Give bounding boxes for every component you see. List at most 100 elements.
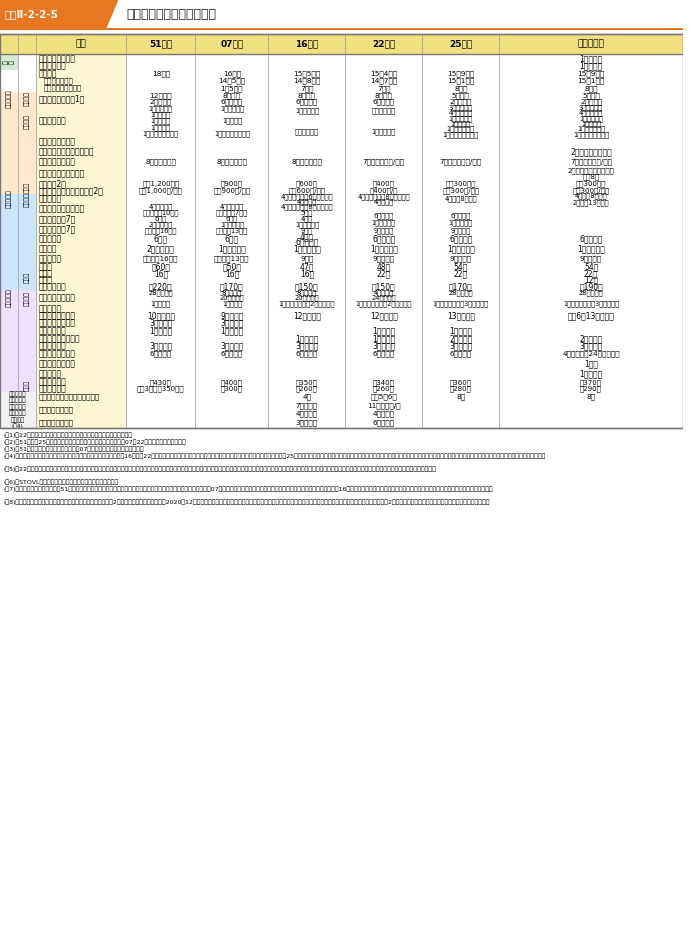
Text: 海上輸送部隊: 海上輸送部隊 xyxy=(39,61,66,70)
Bar xyxy=(195,418,268,428)
Text: （約300門/両）: （約300門/両） xyxy=(572,187,610,194)
Text: 共
通: 共 通 xyxy=(3,60,15,64)
Text: 攻撃戦闘機部隊: 攻撃戦闘機部隊 xyxy=(39,311,75,321)
Text: 6個隊: 6個隊 xyxy=(226,215,238,222)
Text: 地対艦誘導弾部隊: 地対艦誘導弾部隊 xyxy=(39,137,75,147)
Text: 6個潜水隊: 6個潜水隊 xyxy=(449,234,473,244)
Text: 約300機: 約300機 xyxy=(221,386,243,392)
Bar xyxy=(345,359,422,369)
Bar xyxy=(268,194,345,204)
Bar xyxy=(127,254,195,264)
Text: 1万5千人: 1万5千人 xyxy=(221,85,243,91)
Text: 4隻: 4隻 xyxy=(302,393,311,400)
Bar xyxy=(422,147,500,157)
Text: （陸上）13個隊: （陸上）13個隊 xyxy=(214,256,250,263)
Bar xyxy=(35,70,127,92)
Bar xyxy=(127,147,195,157)
Bar xyxy=(127,336,195,349)
Bar xyxy=(127,359,195,369)
Bar xyxy=(0,290,18,306)
Text: 14万7千人: 14万7千人 xyxy=(370,78,397,85)
Bar xyxy=(195,234,268,244)
Bar xyxy=(0,0,683,28)
Text: 戦車（注2）: 戦車（注2） xyxy=(39,179,66,188)
Text: （約300門/両）: （約300門/両） xyxy=(442,187,480,194)
Text: 3個飛行隊: 3個飛行隊 xyxy=(220,342,244,350)
Text: 約170機: 約170機 xyxy=(220,282,244,292)
Bar xyxy=(0,306,18,326)
Bar xyxy=(0,34,683,428)
Text: 2個掃海隊群: 2個掃海隊群 xyxy=(149,222,173,229)
Text: 陸上自衛隊: 陸上自衛隊 xyxy=(6,89,12,108)
Text: 4個護衛隊: 4個護衛隊 xyxy=(374,199,394,205)
Bar xyxy=(500,326,683,336)
Bar xyxy=(422,349,500,359)
Text: 1個掃海隊群: 1個掃海隊群 xyxy=(448,219,473,226)
Bar xyxy=(127,369,195,379)
Bar xyxy=(422,244,500,254)
Text: 4個警戒群: 4個警戒群 xyxy=(374,290,394,296)
Bar xyxy=(0,359,18,369)
Text: 6個潜水隊: 6個潜水隊 xyxy=(579,234,603,244)
Bar xyxy=(422,379,500,392)
Bar xyxy=(422,34,500,54)
Text: 約340機: 約340機 xyxy=(373,379,394,386)
Bar xyxy=(195,92,268,105)
Bar xyxy=(0,147,18,157)
Bar xyxy=(195,244,268,254)
Bar xyxy=(500,264,683,290)
Bar xyxy=(35,234,127,244)
Bar xyxy=(500,359,683,369)
Bar xyxy=(268,234,345,244)
Text: 8千人: 8千人 xyxy=(454,85,468,91)
Bar xyxy=(195,326,268,336)
Bar xyxy=(127,180,195,194)
Text: 約350機: 約350機 xyxy=(296,379,318,386)
Text: 3個飛行隊: 3個飛行隊 xyxy=(149,318,172,327)
Bar xyxy=(35,244,127,254)
Text: 1個警戒航空隊（2個飛行隊）: 1個警戒航空隊（2個飛行隊） xyxy=(279,300,335,307)
Bar xyxy=(0,369,18,379)
Bar xyxy=(127,234,195,244)
Text: 約290機: 約290機 xyxy=(580,386,602,392)
Bar xyxy=(268,70,345,92)
Bar xyxy=(35,254,127,264)
Text: 7千人: 7千人 xyxy=(377,85,390,91)
Text: 1個特科団: 1個特科団 xyxy=(151,111,171,118)
Text: 哨戒機部隊: 哨戒機部隊 xyxy=(39,254,62,263)
Text: (注3)　51大綱別表に記載はないものの、07〜現防衛大綱別表との比較上記載: (注3) 51大綱別表に記載はないものの、07〜現防衛大綱別表との比較上記載 xyxy=(4,446,145,452)
Text: 1個機甲師団: 1個機甲師団 xyxy=(579,115,603,121)
Bar xyxy=(0,180,18,194)
Bar xyxy=(0,28,683,30)
Bar xyxy=(0,105,18,137)
Text: 3個飛行隊: 3個飛行隊 xyxy=(372,342,396,350)
Text: 2個群（13個隊）: 2個群（13個隊） xyxy=(573,199,610,206)
Text: (注2)　51大綱、25大綱及び現防衛大綱別表に記載はないものの、07〜22大綱別表との比較上記載: (注2) 51大綱、25大綱及び現防衛大綱別表に記載はないものの、07〜22大綱… xyxy=(4,439,187,444)
Bar xyxy=(500,418,683,428)
Text: 24個警戒隊: 24個警戒隊 xyxy=(372,295,396,301)
Bar xyxy=(35,204,127,234)
Bar xyxy=(422,359,500,369)
Bar xyxy=(35,359,127,369)
Bar xyxy=(268,359,345,369)
Bar xyxy=(0,234,18,244)
Bar xyxy=(268,290,345,306)
Text: 1個警戒航空隊（2個飛行隊）: 1個警戒航空隊（2個飛行隊） xyxy=(356,300,412,307)
Text: 6個隊: 6個隊 xyxy=(154,234,168,244)
Text: 航空自衛隊: 航空自衛隊 xyxy=(6,289,12,308)
Bar xyxy=(127,306,195,326)
Text: 9個飛行隊: 9個飛行隊 xyxy=(220,311,244,321)
Bar xyxy=(18,137,35,147)
Text: 3個飛行隊: 3個飛行隊 xyxy=(579,342,603,350)
Text: 3個飛行隊: 3個飛行隊 xyxy=(295,342,318,350)
Bar xyxy=(0,254,18,264)
Text: 1個ヘリコプター団: 1個ヘリコプター団 xyxy=(573,131,609,137)
Text: (注6)　STOVL機で構成される戦闘機部隊を含むものとする。: (注6) STOVL機で構成される戦闘機部隊を含むものとする。 xyxy=(4,479,119,485)
Text: 約220機: 約220機 xyxy=(149,282,172,292)
Text: 約400両: 約400両 xyxy=(373,180,394,187)
Bar xyxy=(268,402,345,418)
Bar xyxy=(422,167,500,180)
Bar xyxy=(268,92,345,105)
Text: 島嶼防衛用高速滑空弾部隊: 島嶼防衛用高速滑空弾部隊 xyxy=(39,148,94,156)
Text: 地域配備（注7）: 地域配備（注7） xyxy=(39,225,75,233)
